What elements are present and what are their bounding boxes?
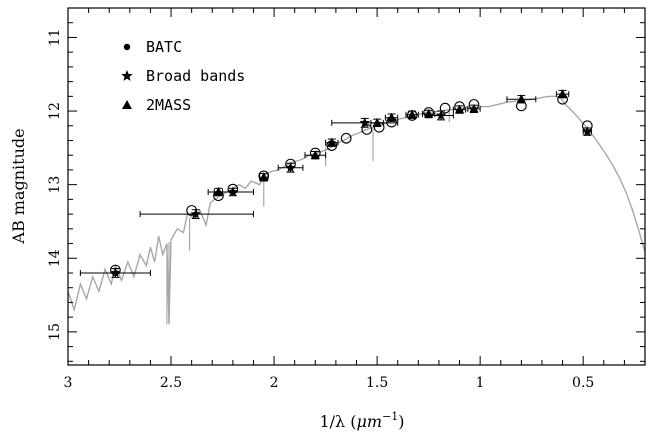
model-spectrum [67, 95, 646, 325]
x-axis-label-main: 1/λ ( [319, 412, 356, 431]
batc-marker [340, 132, 352, 144]
2mass-marker [327, 137, 337, 147]
legend-label-2mass: 2MASS [146, 96, 191, 114]
2mass-marker [372, 117, 382, 127]
broad-band-marker [227, 186, 239, 197]
x-tick-label: 1 [476, 375, 485, 391]
batc-marker [439, 102, 451, 114]
x-tick-label: 2.5 [160, 375, 182, 391]
2mass-marker [387, 112, 397, 122]
y-tick-label: 14 [47, 249, 63, 267]
y-tick-label: 11 [47, 29, 63, 47]
2mass-marker [213, 187, 223, 196]
2mass-marker [259, 172, 269, 181]
y-tick-label: 15 [47, 323, 63, 341]
broad-band-marker [190, 208, 201, 219]
y-axis-label: AB magnitude [9, 128, 28, 244]
legend-label-batc: BATC [146, 38, 182, 56]
legend-marker-broad-bands [121, 70, 133, 81]
data-markers [110, 89, 593, 278]
axis-ticks: 3 2.5 2 1.5 1 0.5 11 12 13 14 15 [47, 8, 645, 391]
y-tick-label: 12 [47, 102, 63, 120]
broad-band-marker [110, 267, 121, 278]
x-axis-label-unit: μm [357, 412, 383, 431]
x-tick-label: 1.5 [366, 375, 388, 391]
2mass-marker [310, 150, 320, 159]
2mass-marker [455, 104, 465, 114]
2mass-marker [424, 108, 434, 118]
legend: BATC Broad bands 2MASS [121, 38, 245, 114]
x-axis-label: 1/λ (μm−1) [319, 410, 404, 431]
y-tick-label: 13 [47, 176, 63, 194]
2mass-marker [407, 109, 417, 119]
plot-frame [67, 7, 646, 366]
2mass-marker [558, 89, 568, 98]
x-axis-label-exponent: −1 [382, 410, 398, 423]
2mass-marker [516, 94, 526, 103]
2mass-marker [469, 103, 479, 113]
legend-label-broad-bands: Broad bands [146, 67, 245, 85]
x-tick-label: 3 [64, 375, 73, 391]
broad-band-marker [435, 110, 447, 120]
legend-marker-2mass [122, 100, 132, 109]
broad-band-marker [582, 126, 593, 137]
spectrum-line [67, 95, 646, 325]
broad-band-marker [359, 117, 370, 128]
x-tick-label: 2 [270, 375, 279, 391]
legend-marker-batc [123, 43, 131, 51]
x-tick-label: 0.5 [572, 375, 594, 391]
x-axis-label-close: ) [398, 412, 404, 431]
broad-band-marker [285, 162, 296, 173]
